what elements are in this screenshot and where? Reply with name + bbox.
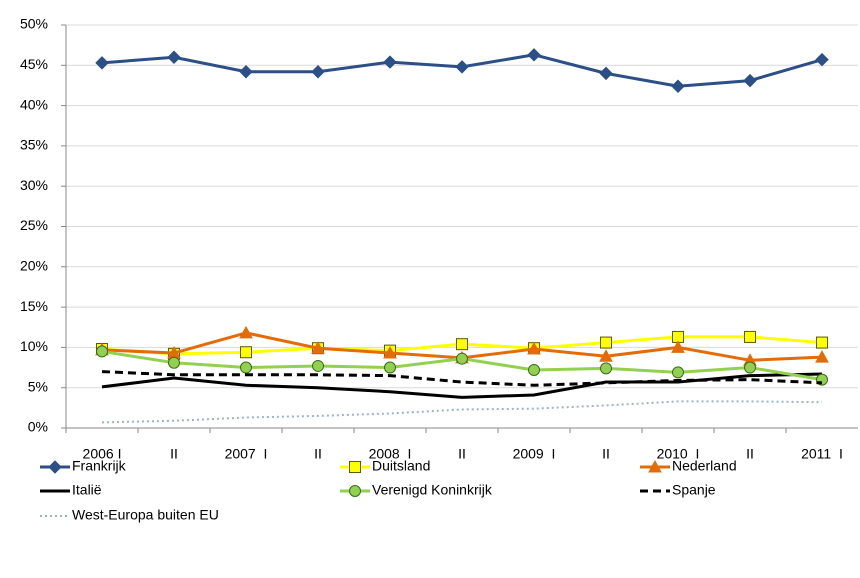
legend-marker — [648, 459, 662, 473]
data-point — [239, 65, 253, 79]
data-point — [312, 359, 324, 372]
data-point — [744, 330, 756, 343]
data-point — [239, 325, 253, 339]
data-point — [167, 50, 181, 64]
data-point — [383, 345, 397, 359]
series-line — [101, 370, 823, 387]
y-tick-label: 15% — [20, 298, 48, 314]
x-tick-label: 2011 I — [801, 446, 843, 462]
x-tick-label: 2010 I — [657, 446, 700, 462]
data-point — [600, 336, 612, 349]
data-point — [96, 345, 108, 358]
data-point — [384, 361, 396, 374]
legend-label: West-Europa buiten EU — [72, 507, 219, 523]
legend-marker — [48, 460, 62, 474]
data-point — [743, 73, 757, 88]
x-tick-label: 2009 I — [513, 446, 556, 462]
data-point — [240, 346, 252, 359]
data-point — [599, 66, 613, 81]
data-point — [600, 362, 612, 375]
legend-label: Verenigd Koninkrijk — [372, 482, 493, 498]
x-tick-label: II — [746, 446, 754, 462]
data-point — [455, 60, 469, 74]
legend-marker — [349, 485, 361, 497]
legend-label: Italië — [72, 482, 102, 498]
data-point — [456, 338, 468, 351]
legend-label: Nederland — [672, 458, 737, 474]
legend-label: Frankrijk — [72, 458, 127, 474]
x-tick-label: II — [602, 446, 610, 462]
y-tick-label: 25% — [20, 217, 48, 233]
x-tick-label: II — [314, 446, 322, 462]
x-tick-label: II — [170, 446, 178, 462]
data-point — [240, 361, 252, 374]
data-point — [672, 366, 684, 379]
data-point — [95, 56, 109, 70]
legend-label: Duitsland — [372, 458, 430, 474]
data-point — [168, 356, 180, 369]
y-tick-label: 30% — [20, 177, 48, 193]
data-point — [815, 52, 829, 67]
y-tick-label: 5% — [28, 378, 48, 394]
data-point — [671, 340, 685, 353]
data-point — [599, 349, 613, 362]
x-tick-label: 2007 I — [225, 446, 268, 462]
data-point — [671, 79, 685, 93]
data-point — [527, 341, 541, 355]
y-tick-label: 0% — [28, 419, 48, 435]
x-tick-label: II — [458, 446, 466, 462]
series-line — [101, 400, 823, 424]
y-tick-label: 10% — [20, 338, 48, 354]
data-point — [311, 65, 325, 79]
y-tick-label: 45% — [20, 56, 48, 72]
x-tick-label: 2006 I — [83, 446, 122, 462]
y-tick-label: 20% — [20, 258, 48, 274]
data-point — [456, 352, 468, 365]
y-tick-label: 40% — [20, 96, 48, 112]
legend-marker — [349, 461, 361, 473]
series-line — [101, 372, 823, 399]
data-point — [527, 48, 541, 62]
data-point — [815, 350, 829, 363]
legend-label: Spanje — [672, 482, 716, 498]
x-tick-label: 2008 I — [369, 446, 412, 462]
data-point — [528, 363, 540, 376]
data-point — [744, 361, 756, 374]
y-tick-label: 50% — [20, 16, 48, 32]
y-tick-label: 35% — [20, 137, 48, 153]
data-point — [311, 341, 325, 354]
data-point — [383, 55, 397, 69]
data-point — [816, 336, 828, 349]
